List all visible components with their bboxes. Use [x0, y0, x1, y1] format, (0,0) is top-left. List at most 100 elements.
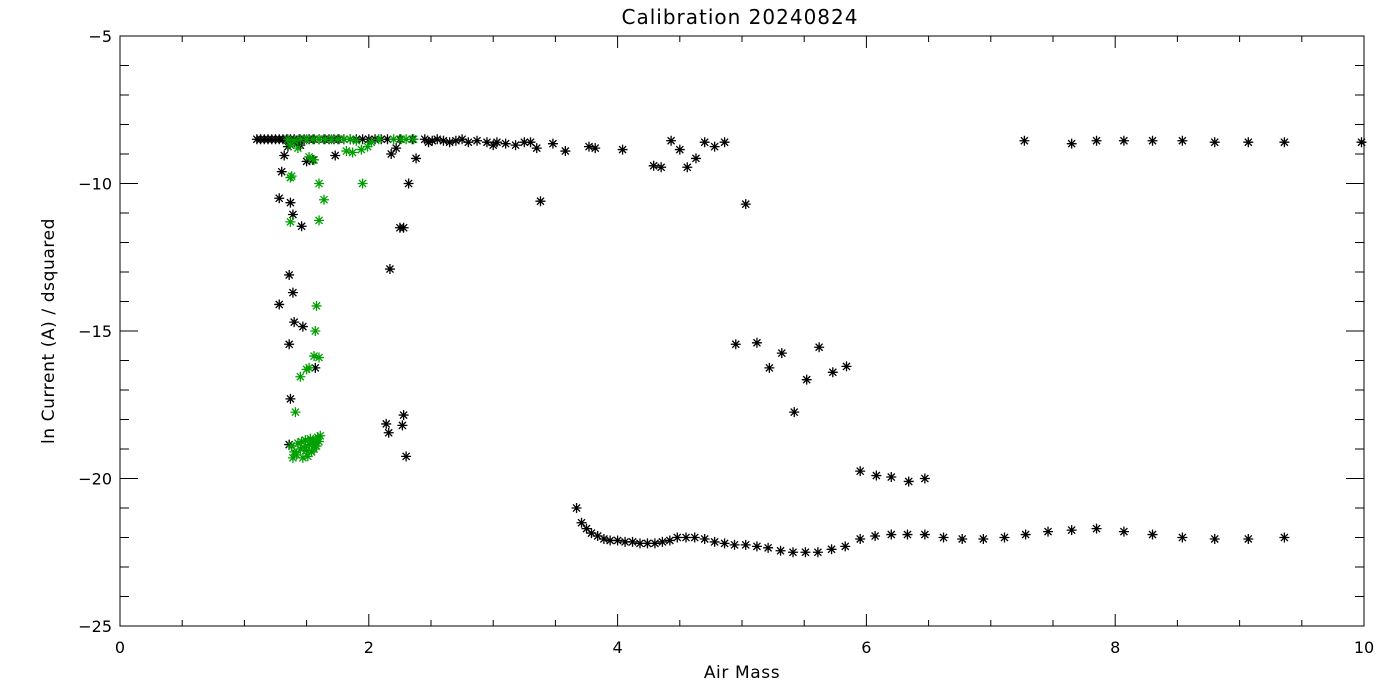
data-point-black [398, 410, 409, 421]
data-point-green [285, 216, 296, 227]
data-point-green [286, 441, 297, 452]
data-point-black [719, 538, 730, 549]
data-point-black [681, 532, 692, 543]
data-point-green [357, 178, 368, 189]
data-point-green [312, 432, 323, 443]
data-point-green [302, 451, 313, 462]
data-point-green [310, 326, 321, 336]
data-point-green [314, 352, 325, 363]
data-point-green [289, 135, 300, 146]
data-point-green [282, 134, 293, 145]
data-point-black [1279, 532, 1290, 543]
data-point-black [870, 531, 881, 542]
data-point-black [581, 523, 592, 534]
data-point-green [314, 215, 325, 226]
data-point-black [1091, 135, 1102, 146]
data-point-black [612, 535, 623, 546]
data-point-black [656, 162, 667, 173]
data-point-black [902, 529, 913, 540]
data-point-green [309, 154, 320, 165]
data-point-black [276, 166, 287, 177]
data-point-black [296, 221, 307, 232]
data-point-black [1091, 523, 1102, 534]
data-point-black [285, 197, 296, 208]
data-point-black [740, 199, 751, 210]
data-point-green [301, 134, 312, 145]
data-point-black [1356, 137, 1367, 148]
data-point-black [397, 420, 408, 431]
data-point-black [1118, 135, 1129, 146]
data-point-black [590, 143, 601, 154]
data-point-green [295, 371, 306, 382]
data-point-black [491, 137, 502, 148]
y-tick-label: −25 [78, 617, 112, 636]
data-point-black [886, 529, 897, 540]
data-point-black [274, 193, 285, 204]
y-tick-label: −15 [78, 322, 112, 341]
data-point-green [408, 134, 419, 145]
data-point-black [510, 140, 521, 151]
data-point-black [386, 149, 397, 159]
data-point-black [682, 162, 693, 173]
data-point-black [287, 287, 298, 298]
data-point-green [286, 171, 297, 182]
data-point-green [292, 143, 303, 154]
data-point-black [401, 451, 412, 462]
data-point-black [398, 222, 409, 233]
data-point-black [672, 532, 683, 543]
data-point-black [855, 466, 866, 477]
data-point-green [290, 407, 301, 418]
data-point-black [801, 374, 812, 385]
data-point-black [775, 545, 786, 556]
chart-title: Calibration 20240824 [622, 5, 859, 29]
data-point-green [295, 444, 306, 454]
data-point-black [330, 150, 341, 161]
data-point-black [841, 361, 852, 372]
data-point-black [525, 137, 536, 148]
data-point-black [592, 531, 603, 542]
x-tick-label: 8 [1110, 638, 1120, 657]
data-point-green [366, 137, 377, 148]
data-point-green [314, 178, 325, 189]
data-point-black [1043, 526, 1054, 537]
data-point-green [295, 134, 306, 145]
data-point-black [285, 393, 296, 404]
data-point-black [634, 538, 645, 549]
x-tick-label: 6 [861, 638, 871, 657]
data-point-green [326, 134, 337, 145]
data-point-black [814, 342, 825, 353]
data-point-black [855, 533, 866, 544]
data-point-black [800, 547, 811, 558]
data-point-black [627, 536, 638, 547]
data-point-black [919, 529, 930, 540]
data-point-green [401, 134, 412, 145]
data-point-black [620, 536, 631, 547]
data-point-black [279, 150, 290, 161]
data-point-black [423, 137, 434, 148]
data-point-black [463, 137, 474, 148]
y-tick-label: −5 [88, 27, 112, 46]
data-points [251, 134, 1367, 558]
data-point-black [664, 535, 675, 546]
data-point-black [457, 134, 468, 145]
data-point-black [1209, 137, 1220, 148]
data-point-black [763, 542, 774, 553]
data-point-green [341, 146, 352, 157]
data-point-black [699, 137, 710, 148]
x-tick-label: 4 [613, 638, 623, 657]
data-point-black [1243, 533, 1254, 544]
data-point-black [729, 539, 740, 550]
data-point-green [311, 300, 322, 311]
data-point-black [1147, 529, 1158, 540]
data-point-black [444, 137, 455, 148]
data-point-green [311, 441, 322, 452]
data-point-black [301, 156, 312, 167]
data-point-black [384, 264, 395, 275]
data-point-green [388, 134, 399, 145]
data-point-black [297, 321, 308, 332]
data-point-black [284, 269, 295, 280]
data-point-black [788, 547, 799, 558]
data-point-green [320, 134, 331, 145]
data-point-black [709, 536, 720, 547]
